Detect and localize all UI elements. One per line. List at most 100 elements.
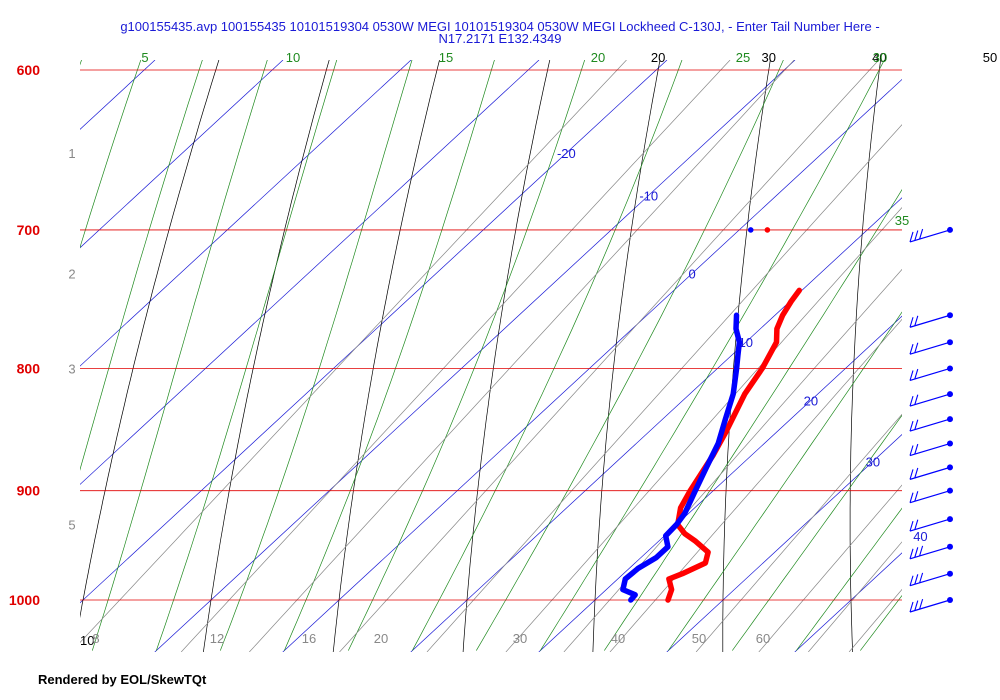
dry-adiabat-line	[849, 60, 881, 652]
level-marker	[747, 227, 754, 233]
moist-adiabat-line	[860, 594, 902, 651]
wind-barb-station	[947, 391, 953, 398]
wind-barb-station	[947, 487, 953, 494]
pressure-tick-label: 900	[17, 483, 41, 499]
moist-adiabat-line	[475, 60, 784, 651]
moist-adiabat-label: 10	[286, 50, 300, 65]
wind-barb-feather	[914, 547, 919, 558]
moist-adiabat-label: 25	[736, 50, 750, 65]
dry-adiabat-line	[80, 60, 220, 619]
wind-barb-feather	[909, 469, 914, 480]
dry-adiabat-label: 10	[80, 633, 94, 648]
wind-barb-station	[947, 226, 953, 233]
wind-barb-staff	[909, 466, 951, 480]
wind-barb-station	[947, 543, 953, 550]
wind-barb-feather	[909, 548, 914, 559]
wind-barb-station	[947, 312, 953, 319]
pressure-tick-label: 1000	[9, 592, 40, 608]
isotherm-label: 20	[804, 393, 818, 408]
thermo-grid	[80, 53, 1000, 652]
wind-barb	[909, 365, 953, 382]
wind-barb-feather	[914, 342, 919, 353]
moist-adiabat-line	[411, 60, 683, 651]
wind-barb-staff	[909, 490, 951, 504]
moist-adiabat-line	[668, 311, 902, 651]
dry-adiabat-line	[203, 60, 330, 652]
moist-adiabat-label: 35	[895, 213, 909, 228]
mixing-ratio-line	[609, 318, 902, 652]
mixing-ratio-line	[758, 484, 902, 652]
isotherm-line	[80, 60, 540, 485]
wind-barb	[909, 487, 953, 504]
wind-barb	[909, 391, 953, 407]
moist-adiabat-line	[988, 53, 1000, 651]
isotherm-line	[794, 552, 902, 652]
isotherm-line	[80, 60, 668, 604]
moist-adiabat-line	[796, 507, 902, 651]
wind-barb-feather	[919, 545, 924, 557]
moist-adiabat-line	[219, 60, 413, 651]
wind-barb-staff	[909, 599, 951, 613]
wind-barb	[909, 226, 953, 243]
wind-barb-feather	[909, 344, 914, 355]
wind-barb-staff	[909, 442, 951, 457]
level-marker	[764, 227, 771, 233]
mixing-ratio-label: 5	[68, 518, 75, 533]
wind-barb	[909, 464, 953, 480]
wind-barb	[909, 440, 953, 457]
mixing-ratio-label: 20	[374, 631, 388, 646]
wind-barb	[909, 570, 953, 587]
isotherm-label: 0	[689, 266, 696, 281]
wind-barb-staff	[909, 546, 951, 560]
wind-barb-staff	[909, 341, 951, 355]
wind-barb-staff	[909, 314, 951, 328]
moist-adiabat-line	[80, 60, 203, 471]
wind-barb-feather	[909, 601, 914, 613]
wind-barb-feather	[909, 575, 914, 586]
mixing-ratio-line	[80, 60, 627, 644]
sounding-traces	[620, 227, 803, 603]
wind-barbs	[909, 226, 953, 613]
mixing-ratio-label: 16	[302, 631, 316, 646]
isotherm-line	[666, 434, 902, 652]
mixing-ratio-line	[426, 124, 902, 652]
wind-barb-feather	[914, 315, 919, 326]
wind-barb-station	[947, 516, 953, 523]
wind-barb-staff	[909, 518, 951, 532]
isotherm-label: 30	[866, 454, 880, 469]
wind-barb-feather	[909, 492, 914, 503]
moist-adiabat-label: 5	[141, 50, 148, 65]
chart-title-line2: N17.2171 E132.4349	[439, 31, 562, 46]
mixing-ratio-label: 50	[692, 631, 706, 646]
line-labels: 6007008009001000-20-10010203040203040506…	[9, 50, 997, 648]
pressure-tick-label: 700	[17, 222, 41, 238]
wind-barb-feather	[914, 519, 919, 530]
moist-adiabat-line	[540, 60, 885, 651]
wind-barb-feather	[914, 230, 919, 241]
dewpoint-trace	[620, 312, 743, 603]
wind-barb-feather	[909, 520, 914, 532]
isotherm-label: -10	[639, 188, 658, 203]
wind-barb-feather	[914, 443, 919, 455]
wind-barb-feather	[919, 228, 924, 240]
mixing-ratio-line	[339, 60, 880, 652]
isotherm-label: -20	[557, 146, 576, 161]
dry-adiabat-label: 50	[983, 50, 997, 65]
wind-barb-station	[947, 570, 953, 577]
moist-adiabat-line	[80, 60, 82, 66]
wind-barb-station	[947, 464, 953, 471]
wind-barb-feather	[909, 370, 914, 381]
moist-adiabat-line	[155, 60, 338, 651]
mixing-ratio-line	[180, 60, 731, 652]
wind-barb-feather	[914, 600, 919, 611]
isotherm-line	[282, 78, 902, 652]
wind-barb	[909, 312, 953, 328]
moist-adiabat-line	[283, 60, 495, 651]
wind-barb-staff	[909, 229, 951, 243]
wind-barb-staff	[909, 393, 951, 407]
wind-barb-feather	[919, 598, 924, 610]
wind-barb-feather	[909, 420, 914, 432]
wind-barb-feather	[909, 395, 914, 407]
isotherm-line	[80, 60, 412, 367]
